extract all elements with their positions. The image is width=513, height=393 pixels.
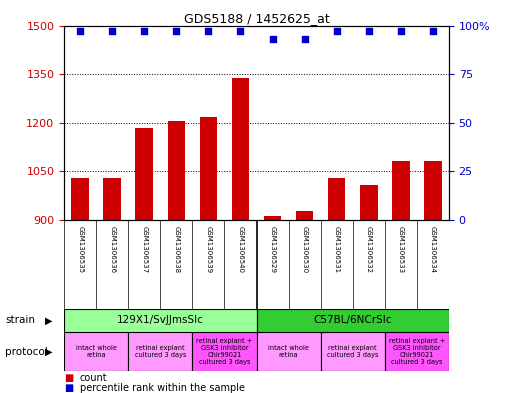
Text: protocol: protocol	[5, 347, 48, 357]
Text: GSM1306533: GSM1306533	[398, 226, 404, 274]
Text: GSM1306538: GSM1306538	[173, 226, 180, 274]
Point	[172, 28, 181, 35]
Bar	[192, 332, 256, 371]
Bar	[256, 332, 321, 371]
Point	[76, 28, 84, 35]
Bar	[135, 128, 153, 220]
Text: GDS5188 / 1452625_at: GDS5188 / 1452625_at	[184, 12, 329, 25]
Bar	[168, 121, 185, 220]
Text: GSM1306535: GSM1306535	[77, 226, 83, 273]
Text: intact whole
retina: intact whole retina	[268, 345, 309, 358]
Point	[365, 28, 373, 35]
Bar	[328, 178, 345, 220]
Text: retinal explant +
GSK3 inhibitor
Chir99021
cultured 3 days: retinal explant + GSK3 inhibitor Chir990…	[196, 338, 252, 365]
Text: ■: ■	[64, 383, 73, 393]
Bar	[392, 161, 409, 220]
Point	[204, 28, 212, 35]
Point	[332, 28, 341, 35]
Bar	[321, 332, 385, 371]
Point	[397, 28, 405, 35]
Text: GSM1306536: GSM1306536	[109, 226, 115, 274]
Text: GSM1306529: GSM1306529	[269, 226, 275, 273]
Bar	[71, 178, 89, 220]
Bar	[64, 332, 128, 371]
Text: GSM1306534: GSM1306534	[430, 226, 436, 273]
Text: retinal explant +
GSK3 inhibitor
Chir99021
cultured 3 days: retinal explant + GSK3 inhibitor Chir990…	[389, 338, 445, 365]
Text: GSM1306530: GSM1306530	[302, 226, 308, 274]
Point	[140, 28, 148, 35]
Point	[268, 36, 277, 42]
Text: count: count	[80, 373, 107, 383]
Bar	[360, 185, 378, 220]
Bar	[264, 216, 281, 220]
Text: intact whole
retina: intact whole retina	[76, 345, 116, 358]
Point	[236, 28, 245, 35]
Text: retinal explant
cultured 3 days: retinal explant cultured 3 days	[134, 345, 186, 358]
Text: percentile rank within the sample: percentile rank within the sample	[80, 383, 245, 393]
Text: retinal explant
cultured 3 days: retinal explant cultured 3 days	[327, 345, 379, 358]
Text: ▶: ▶	[45, 347, 52, 357]
Bar	[296, 211, 313, 220]
Bar	[64, 309, 256, 332]
Point	[108, 28, 116, 35]
Bar	[104, 178, 121, 220]
Bar	[385, 332, 449, 371]
Text: GSM1306531: GSM1306531	[333, 226, 340, 274]
Point	[429, 28, 437, 35]
Bar	[232, 78, 249, 220]
Bar	[128, 332, 192, 371]
Text: GSM1306537: GSM1306537	[141, 226, 147, 274]
Text: C57BL/6NCrSlc: C57BL/6NCrSlc	[313, 315, 392, 325]
Text: GSM1306532: GSM1306532	[366, 226, 372, 273]
Text: GSM1306540: GSM1306540	[238, 226, 244, 273]
Text: GSM1306539: GSM1306539	[205, 226, 211, 274]
Bar	[200, 117, 217, 220]
Text: ▶: ▶	[45, 315, 52, 325]
Text: ■: ■	[64, 373, 73, 383]
Point	[301, 36, 309, 42]
Bar	[424, 161, 442, 220]
Text: strain: strain	[5, 315, 35, 325]
Text: 129X1/SvJJmsSlc: 129X1/SvJJmsSlc	[117, 315, 204, 325]
Bar	[256, 309, 449, 332]
